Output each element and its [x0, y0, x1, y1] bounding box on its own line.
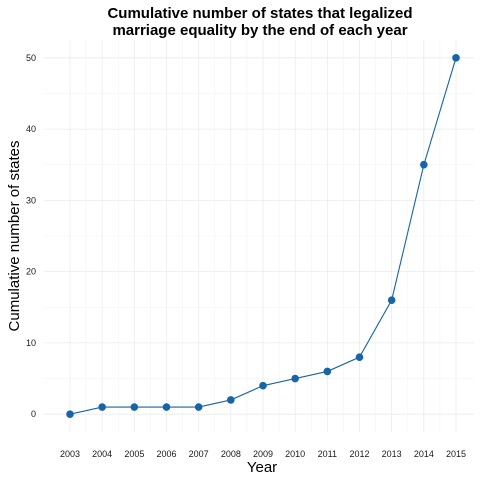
x-tick-label: 2012 [349, 449, 369, 459]
data-point-2008 [227, 396, 235, 404]
grid [44, 40, 474, 432]
x-axis-ticks: 2003 2004 2005 2006 2007 2008 2009 2010 2011 2012… [60, 449, 466, 459]
x-tick-label: 2007 [189, 449, 209, 459]
x-tick-label: 2008 [221, 449, 241, 459]
data-point-2007 [194, 403, 203, 411]
y-tick-label: 30 [26, 195, 36, 205]
x-tick-label: 2015 [446, 449, 466, 459]
y-tick-label: 0 [31, 409, 36, 419]
x-tick-label: 2003 [60, 449, 80, 459]
x-tick-label: 2009 [253, 449, 273, 459]
y-tick-label: 20 [26, 267, 36, 277]
x-tick-label: 2006 [156, 449, 176, 459]
y-tick-label: 50 [26, 53, 36, 63]
data-point-2012 [355, 353, 364, 361]
x-tick-label: 2010 [285, 449, 305, 459]
data-point-2003 [66, 410, 74, 418]
data-series [66, 54, 460, 418]
data-point-2015 [452, 54, 460, 62]
data-point-2013 [387, 296, 396, 304]
y-axis-title: Cumulative number of states [6, 141, 23, 332]
x-tick-label: 2013 [382, 449, 402, 459]
x-tick-label: 2005 [124, 449, 144, 459]
x-axis-title: Year [247, 459, 277, 476]
data-point-2005 [130, 403, 139, 411]
y-axis-ticks: 0 10 20 30 40 50 [26, 53, 36, 419]
data-point-2009 [259, 381, 267, 390]
chart-title-line-1: Cumulative number of states that legaliz… [107, 5, 412, 22]
data-point-2010 [291, 374, 299, 383]
data-point-2006 [162, 403, 171, 411]
x-tick-label: 2011 [318, 449, 337, 459]
x-tick-label: 2004 [92, 449, 112, 459]
data-point-2004 [98, 403, 106, 411]
chart-title-line-2: marriage equality by the end of each yea… [112, 22, 407, 39]
y-tick-label: 10 [26, 338, 36, 348]
x-tick-label: 2014 [414, 449, 434, 459]
data-point-2011 [323, 367, 332, 376]
data-point-2014 [420, 160, 428, 169]
y-tick-label: 40 [26, 124, 36, 134]
